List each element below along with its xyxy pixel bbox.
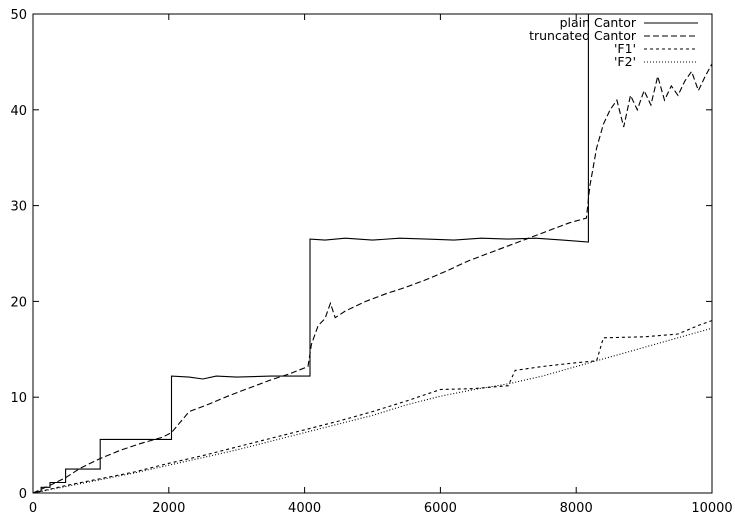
- series-line-3: [33, 327, 712, 493]
- y-tick-label: 10: [10, 391, 27, 406]
- tick-layer: 0 2000 4000 6000 8000 10000 0 10 20 30 40 50: [10, 8, 732, 516]
- legend-label: 'F1': [614, 41, 636, 56]
- y-tick-label: 0: [19, 487, 27, 502]
- y-tick-label: 30: [10, 200, 27, 215]
- x-tick-label: 2000: [152, 501, 185, 516]
- x-tick-label: 6000: [424, 501, 457, 516]
- plot-frame: [32, 13, 713, 494]
- y-tick-label: 50: [10, 8, 27, 23]
- series-line-1: [33, 63, 712, 493]
- x-tick-label: 4000: [288, 501, 321, 516]
- series-line-2: [33, 320, 712, 493]
- y-tick-label: 20: [10, 295, 27, 310]
- x-tick-label: 8000: [560, 501, 593, 516]
- legend-label: plain Cantor: [560, 15, 637, 30]
- y-tick-label: 40: [10, 104, 27, 119]
- x-tick-label: 10000: [691, 501, 732, 516]
- legend-label: truncated Cantor: [529, 28, 637, 43]
- series-layer: [33, 14, 712, 493]
- legend-label: 'F2': [614, 54, 636, 69]
- series-line-0: [33, 14, 589, 493]
- x-tick-label: 0: [29, 501, 37, 516]
